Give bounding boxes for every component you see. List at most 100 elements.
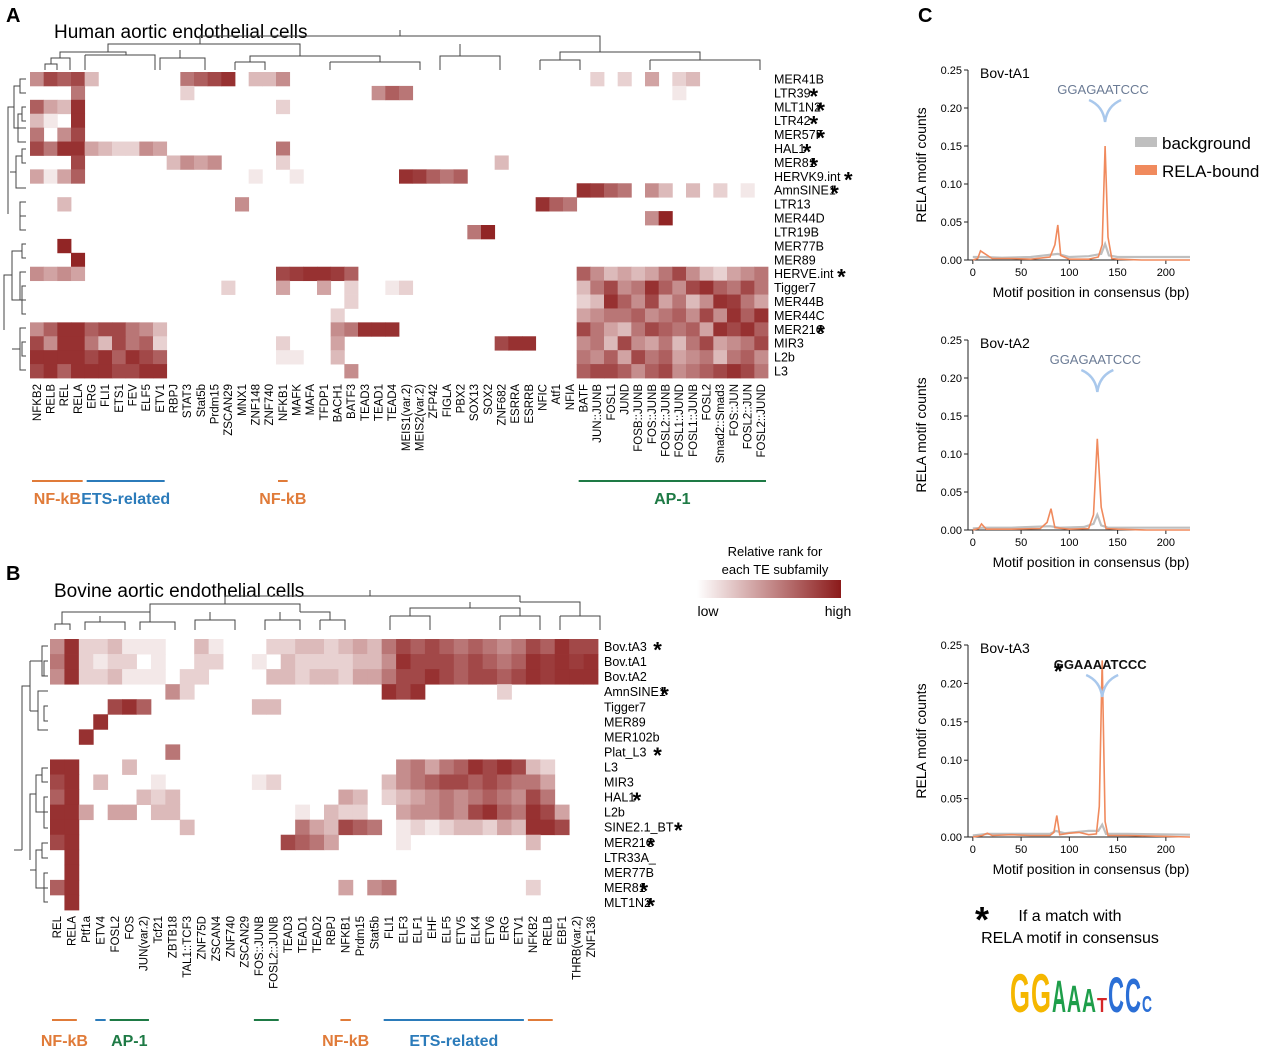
heatmap-b-cell [453,669,469,685]
heatmap-b-row-star: * [640,878,649,903]
heatmap-a-cell [686,308,701,323]
heatmap-a-cell [112,350,127,365]
heatmap-a-cell [713,336,728,351]
heatmap-b-cell [497,639,512,655]
heatmap-a-cell [658,280,673,295]
heatmap-b-cell [540,789,556,806]
heatmap-a-cell [713,350,728,365]
heatmap-a-cell [713,280,728,295]
heatmap-b-cell [78,654,94,670]
heatmap-b-cell [525,759,541,775]
heatmap-b-cell [410,774,426,790]
heatmap-b-cell [266,669,282,685]
heatmap-a-row-label: HERVK9.int [774,170,841,184]
heatmap-b-cell [511,639,527,655]
heatmap-b-cell [50,879,65,896]
heatmap-b-cell [50,639,65,655]
heatmap-a-cell [754,266,769,282]
heatmap-a-cell [98,336,113,351]
heatmap-b-cell [396,759,411,775]
heatmap-b-row-label: HAL1 [604,791,635,805]
heatmap-b-cell [50,759,65,775]
heatmap-a-cell [576,322,591,337]
heatmap-a-cell [686,336,701,351]
y-tick-label: 0.05 [941,794,962,806]
heatmap-a-col-label: FEV [128,384,140,407]
heatmap-a-col-label: TEAD1 [374,384,386,421]
heatmap-b-cell [424,759,440,775]
heatmap-a-row-labels: MER41BLTR39*MLT1N2*LTR42*MER57F*HAL1*MER… [774,72,853,378]
heatmap-a-cell [494,336,509,351]
heatmap-a-cell [43,113,58,129]
heatmap-a-cell [658,183,673,198]
heatmap-a-cell [590,322,605,337]
heatmap-a-col-label: ESRRA [510,384,522,424]
heatmap-a-cell [549,197,564,212]
y-tick-label: 0.25 [941,335,962,347]
heatmap-b-cell [122,804,137,821]
heatmap-b-cell [424,774,440,790]
heatmap-a-col-label: MAFA [305,384,317,416]
heatmap-b-cell [64,864,80,881]
x-tick-label: 150 [1108,537,1126,549]
heatmap-a-cell [576,364,591,379]
heatmap-a-cell [330,308,345,323]
heatmap-a-cell [344,364,359,379]
heatmap-b-cell [497,819,512,836]
heatmap-b-group-label: AP-1 [111,1033,148,1050]
heatmap-a-col-label: RELA [73,384,85,414]
heatmap-a-row-label: MER81 [774,156,816,170]
heatmap-a-cell [276,350,291,365]
heatmap-a-cell [617,72,632,87]
heatmap-b-cell [352,819,368,836]
heatmap-b-col-label: Prdm15 [355,916,367,956]
heatmap-a-group-label: NF-kB [34,491,81,508]
heatmap-a-col-label: SOX2 [483,384,495,415]
heatmap-a-cell [645,364,660,379]
heatmap-b-cell [453,804,469,821]
x-tick-label: 150 [1108,267,1126,279]
heatmap-a-cell [713,294,728,309]
heatmap-a-col-label: FOSL1 [606,384,618,420]
heatmap-a-cell [522,336,537,351]
peak-motif-label: GGAGAATCCC [1057,82,1149,97]
heatmap-b-cell [569,654,584,670]
heatmap-b-cell [381,684,397,700]
heatmap-a-row-star: * [837,265,846,290]
heatmap-b-col-label: ETV1 [514,916,526,945]
heatmap-a-cell [330,336,345,351]
heatmap-a-cell [71,169,86,184]
heatmap-a-cell [84,322,99,337]
heatmap-a-cell [617,350,632,365]
heatmap-a-cell [125,322,140,337]
peak-bracket [1085,673,1119,698]
heatmap-b-cell [136,789,152,806]
heatmap-a-cell [139,141,154,156]
heatmap-a-cell [672,294,687,309]
heatmap-a-cell [727,280,742,295]
colorbar-high-label: high [825,603,851,619]
heatmap-b-col-label: ZNF136 [586,916,598,958]
heatmap-a-cell [43,266,58,282]
heatmap-b-cell [367,639,383,655]
heatmap-a-cell [535,197,550,212]
heatmap-a-cell [125,141,140,156]
x-tick-label: 50 [1015,267,1027,279]
heatmap-a-cell [590,183,605,198]
heatmap-a-cell [453,169,468,184]
heatmap-b-cell [64,774,80,790]
heatmap-b-cell [50,774,65,790]
heatmap-b-cell [93,639,109,655]
heatmap-b-row-label: MER21C [604,836,655,850]
heatmap-b-cell [554,639,570,655]
heatmap-a-cell [371,322,386,337]
heatmap-a-col-label: MEIS2(var.2) [415,384,427,451]
heatmap-b-cell [352,669,368,685]
heatmap-a-col-label: FOS::JUNB [647,384,659,444]
heatmap-b-cell [179,684,195,700]
heatmap-b-cell [497,759,512,775]
heatmap-a-cell [166,155,181,170]
heatmap-a-cell [645,308,660,323]
heatmap-b-cell [439,654,455,670]
heatmap-b-cell [540,639,556,655]
